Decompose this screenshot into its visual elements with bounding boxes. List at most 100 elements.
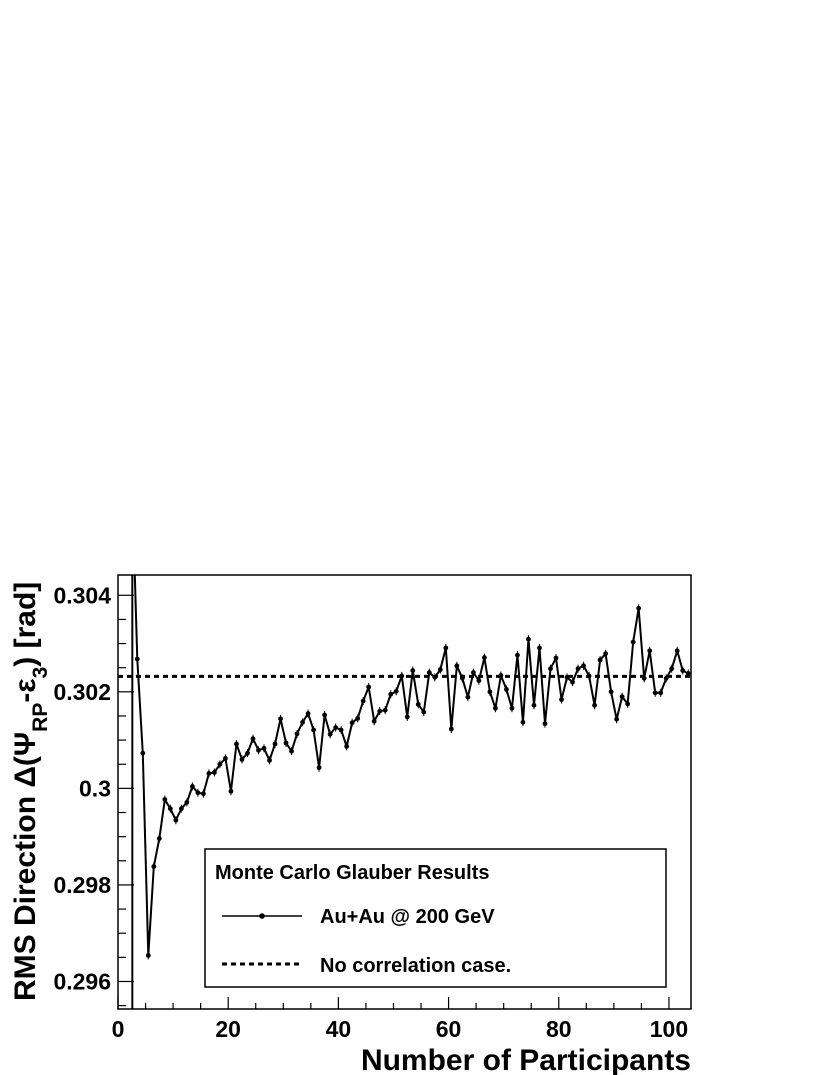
data-point — [195, 790, 201, 796]
data-point — [278, 716, 283, 722]
data-point — [245, 750, 250, 756]
x-tick-label: 100 — [650, 1016, 688, 1042]
data-point — [327, 731, 333, 737]
data-point — [234, 741, 239, 747]
data-point — [663, 675, 669, 681]
data-point — [410, 668, 416, 673]
plot-area — [118, 575, 691, 1009]
data-point — [465, 694, 471, 700]
data-point — [393, 688, 399, 694]
data-point — [674, 648, 680, 654]
data-point — [597, 657, 603, 663]
data-point — [498, 673, 504, 678]
data-point — [322, 712, 328, 718]
x-tick-label: 0 — [112, 1016, 125, 1042]
data-point — [652, 690, 658, 696]
y-tick-label: 0.304 — [53, 582, 111, 608]
data-point — [537, 645, 542, 651]
data-point — [212, 770, 217, 775]
data-point — [481, 655, 487, 660]
data-point — [338, 727, 344, 733]
data-point — [564, 674, 570, 680]
data-point — [261, 745, 267, 751]
data-point — [526, 636, 531, 642]
data-point — [223, 756, 228, 761]
data-point — [355, 715, 361, 721]
data-point — [360, 698, 366, 704]
data-point — [162, 797, 168, 802]
data-point — [349, 720, 355, 726]
data-point — [515, 652, 520, 658]
data-point — [437, 667, 443, 673]
data-point — [300, 719, 305, 725]
legend-series-marker-swatch — [259, 913, 265, 919]
data-point — [294, 731, 300, 737]
data-point — [542, 721, 548, 727]
data-point — [680, 668, 686, 673]
data-point — [581, 663, 586, 669]
data-point — [432, 674, 438, 680]
data-point — [575, 666, 581, 672]
y-tick-label: 0.298 — [53, 872, 111, 898]
data-point — [592, 702, 597, 708]
data-point — [151, 864, 157, 869]
x-tick-label: 80 — [546, 1016, 572, 1042]
data-point — [421, 709, 427, 715]
y-axis-ticks: 0.296 0.298 0.3 0.302 0.304 — [53, 582, 134, 1007]
data-point — [448, 726, 454, 732]
data-point — [316, 765, 322, 771]
data-point — [559, 697, 564, 702]
data-point — [658, 690, 664, 696]
data-point — [630, 639, 636, 645]
data-point — [189, 784, 195, 789]
data-point — [636, 605, 642, 611]
data-point — [570, 679, 575, 685]
data-point — [382, 707, 388, 713]
data-point — [399, 673, 405, 679]
data-point — [641, 675, 647, 681]
data-point — [156, 836, 162, 841]
data-point — [256, 747, 261, 753]
data-point — [134, 656, 140, 662]
data-point — [250, 736, 256, 742]
data-point — [173, 817, 179, 823]
data-point — [493, 705, 498, 711]
y-axis-title: RMS Direction Δ(ΨRP-ε3) [rad] — [9, 582, 52, 1001]
plot-frame — [117, 574, 692, 1010]
data-point — [625, 701, 631, 707]
data-point — [509, 705, 515, 711]
data-point — [371, 718, 377, 724]
data-point — [669, 666, 675, 672]
data-point — [283, 740, 289, 746]
data-point — [377, 708, 383, 714]
x-tick-label: 60 — [436, 1016, 462, 1042]
x-tick-label: 20 — [215, 1016, 241, 1042]
data-point — [267, 757, 272, 763]
data-point — [470, 670, 476, 675]
data-point — [239, 757, 245, 762]
data-point — [178, 806, 184, 812]
data-point — [289, 748, 294, 754]
data-point — [614, 716, 620, 722]
data-point — [454, 663, 460, 669]
y-tick-label: 0.302 — [53, 679, 111, 705]
data-point — [443, 645, 449, 651]
legend: Monte Carlo Glauber Results Au+Au @ 200 … — [204, 848, 667, 988]
data-point — [167, 806, 173, 812]
data-point — [184, 799, 190, 805]
data-point — [531, 702, 537, 708]
data-point — [305, 711, 311, 716]
data-point — [619, 694, 625, 700]
data-point — [608, 689, 614, 695]
data-point — [145, 953, 151, 958]
legend-entry-series: Au+Au @ 200 GeV — [320, 906, 495, 928]
data-point — [647, 648, 653, 654]
x-axis-title: Number of Participants — [361, 1044, 691, 1075]
data-point — [504, 687, 509, 692]
data-point — [366, 684, 372, 690]
data-point — [206, 771, 212, 776]
data-point — [333, 725, 339, 730]
data-point — [388, 691, 394, 697]
data-point — [415, 701, 421, 707]
